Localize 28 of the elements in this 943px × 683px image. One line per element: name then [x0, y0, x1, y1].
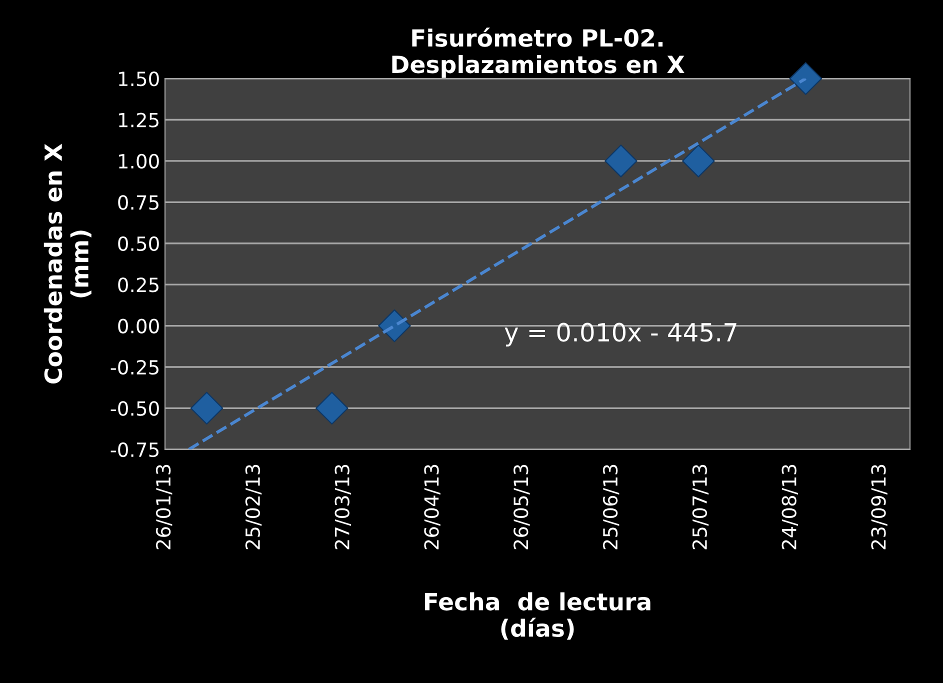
y-tick-label: -0.50 [110, 401, 159, 416]
x-tick-label: 25/02/13 [245, 464, 262, 550]
x-tick-label: 24/08/13 [782, 464, 798, 550]
y-tick-label: 1.25 [119, 112, 158, 128]
x-tick-label: 23/09/13 [871, 464, 888, 550]
x-tick-label: 25/07/13 [692, 464, 709, 550]
x-tick-label: 27/03/13 [334, 464, 351, 550]
y-axis-title: Coordenadas en X (mm) [44, 144, 92, 384]
y-tick-label: 0.50 [118, 236, 159, 252]
point [789, 62, 822, 95]
point [604, 144, 638, 178]
point [682, 144, 715, 178]
x-tick-label: 25/06/13 [602, 464, 620, 550]
y-tick-label: 1.00 [119, 154, 159, 169]
x-tick-label: 26/04/13 [424, 464, 440, 550]
y-tick-label: 0.25 [118, 278, 158, 292]
x-tick-label: 26/05/13 [514, 464, 530, 550]
y-tick-label: 0.00 [118, 318, 159, 334]
y-tick-label: -0.25 [110, 360, 158, 375]
annotation: y = 0.010x - 445.7 [504, 322, 736, 347]
y-tick-label: 1.50 [119, 72, 159, 86]
point [316, 392, 348, 425]
point [190, 392, 224, 425]
y-tick-label: -0.75 [110, 442, 158, 458]
x-axis-title: Fecha de lectura (días) [425, 592, 650, 640]
x-tick-label: 26/01/13 [156, 464, 172, 550]
y-tick-label: 0.75 [118, 195, 158, 210]
chart-title: Fisurómetro PL-02. Desplazamientos en X [392, 28, 684, 78]
